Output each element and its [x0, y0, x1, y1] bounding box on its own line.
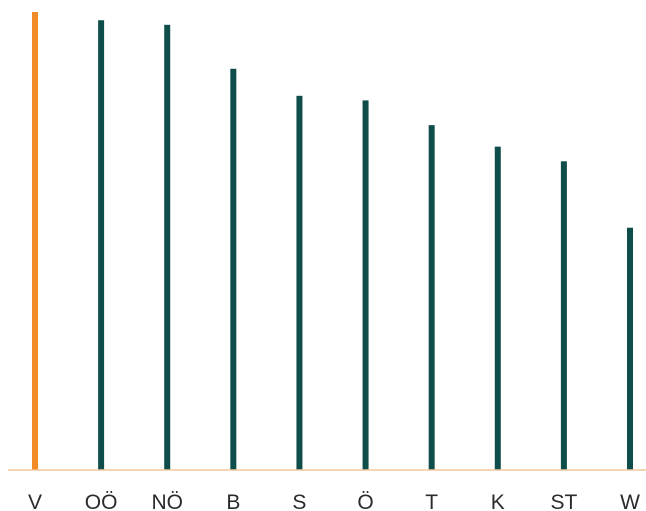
x-tick-label: B [226, 491, 240, 511]
bar-3 [230, 68, 237, 470]
bars-group [32, 12, 633, 471]
bar-7 [494, 146, 501, 470]
x-tick-label: Ö [357, 491, 373, 511]
x-tick-label: S [292, 491, 306, 511]
bar-5 [362, 100, 369, 470]
x-tick-label: K [491, 491, 505, 511]
x-tick-label: OÖ [85, 491, 118, 511]
bar-0 [32, 12, 38, 470]
bar-2 [164, 24, 171, 470]
x-tick-label: V [28, 491, 42, 511]
x-tick-labels-group: V OÖ NÖ B S Ö T K ST W [28, 491, 640, 511]
x-tick-label: W [620, 491, 640, 511]
x-tick-label: ST [550, 491, 577, 511]
bar-4 [296, 95, 303, 470]
x-tick-label: NÖ [151, 491, 183, 511]
bar-8 [560, 161, 567, 470]
bar-1 [98, 20, 105, 471]
x-tick-label: T [425, 491, 438, 511]
bar-6 [428, 125, 435, 470]
bar-9 [627, 227, 633, 470]
